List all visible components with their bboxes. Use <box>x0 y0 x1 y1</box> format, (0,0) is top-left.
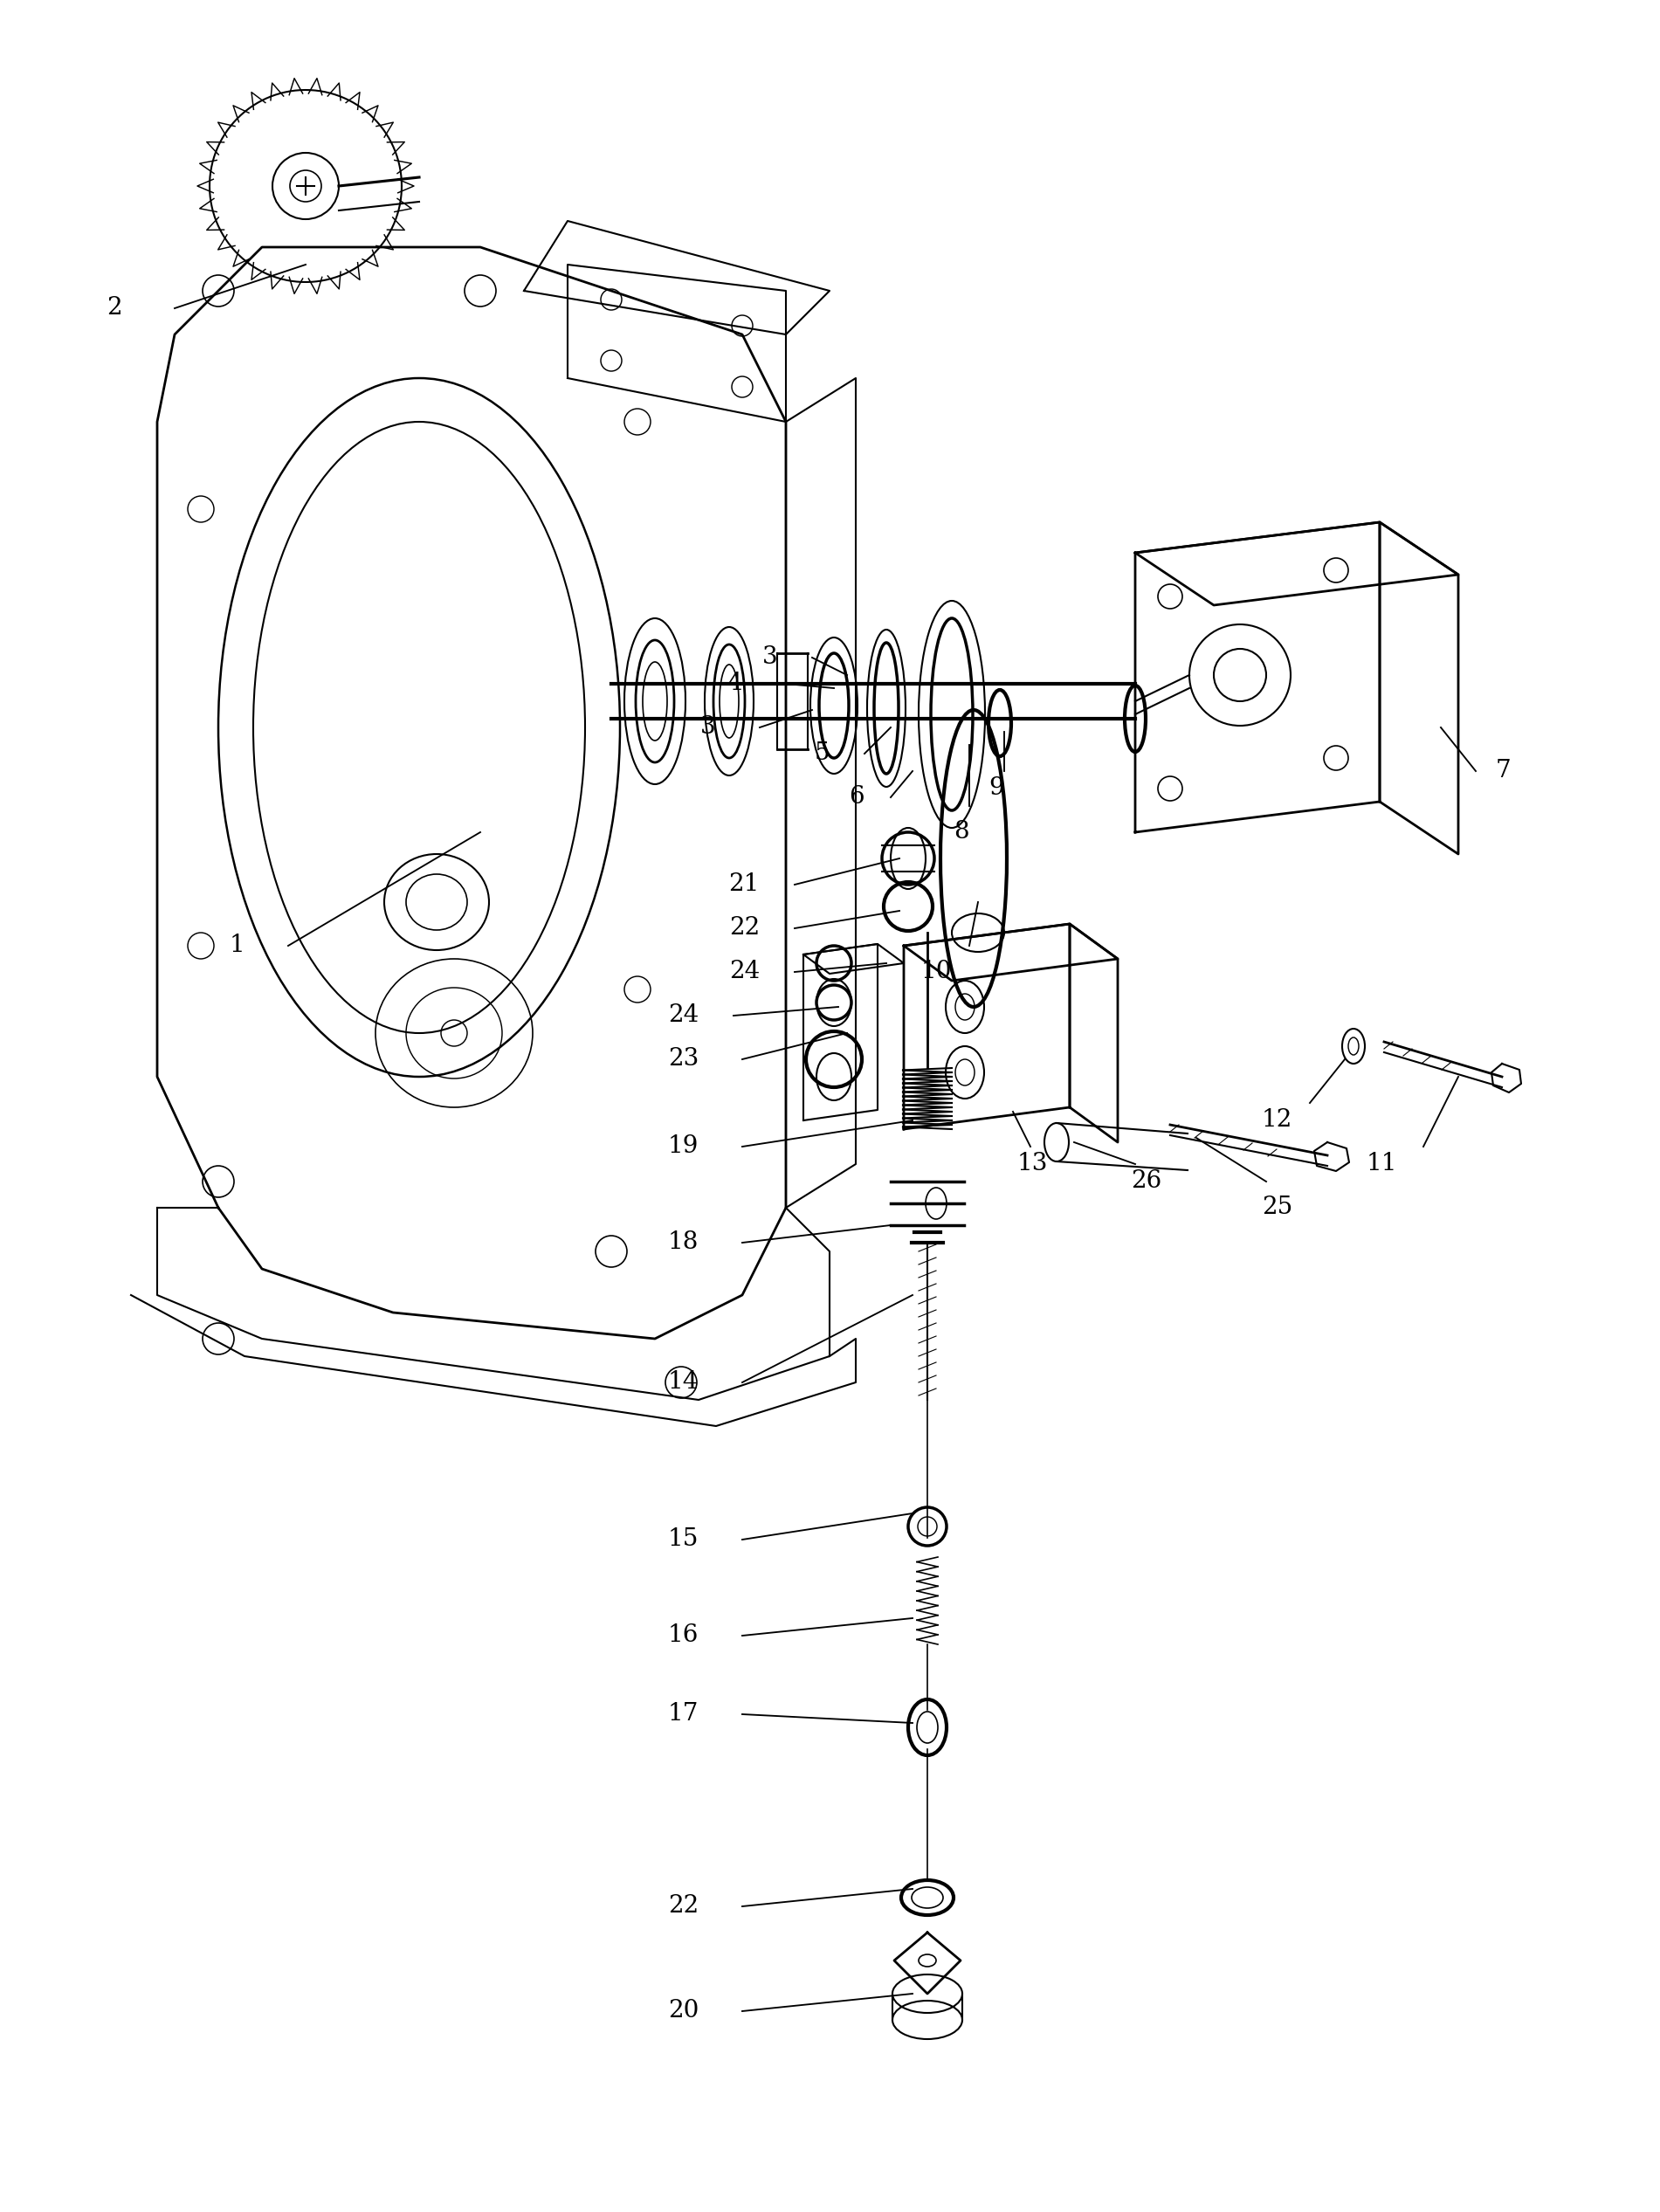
Text: 15: 15 <box>667 1528 699 1551</box>
Text: 7: 7 <box>1496 759 1511 783</box>
Text: 11: 11 <box>1366 1152 1398 1177</box>
Text: 13: 13 <box>1018 1152 1047 1177</box>
Text: 3: 3 <box>701 717 715 739</box>
Text: 24: 24 <box>729 960 760 984</box>
Text: 10: 10 <box>921 960 951 984</box>
Text: 6: 6 <box>850 785 865 810</box>
Text: 26: 26 <box>1130 1170 1162 1192</box>
Text: 22: 22 <box>667 1893 699 1918</box>
Text: 14: 14 <box>667 1371 699 1394</box>
Text: 17: 17 <box>667 1703 699 1725</box>
Text: 23: 23 <box>667 1048 699 1071</box>
Text: 9: 9 <box>989 776 1004 801</box>
Text: 21: 21 <box>729 874 760 896</box>
Text: 3: 3 <box>762 646 777 670</box>
Text: 16: 16 <box>667 1624 699 1648</box>
Text: 24: 24 <box>667 1004 699 1026</box>
Text: 12: 12 <box>1262 1108 1293 1133</box>
Text: 18: 18 <box>667 1230 699 1254</box>
Text: 1: 1 <box>229 933 244 958</box>
Text: 8: 8 <box>954 821 969 845</box>
Text: 22: 22 <box>729 916 760 940</box>
Text: 19: 19 <box>667 1135 699 1159</box>
Text: 2: 2 <box>106 296 123 321</box>
Text: 20: 20 <box>667 2000 699 2024</box>
Text: 4: 4 <box>727 672 742 695</box>
Text: 25: 25 <box>1262 1197 1293 1219</box>
Text: 5: 5 <box>813 741 830 765</box>
